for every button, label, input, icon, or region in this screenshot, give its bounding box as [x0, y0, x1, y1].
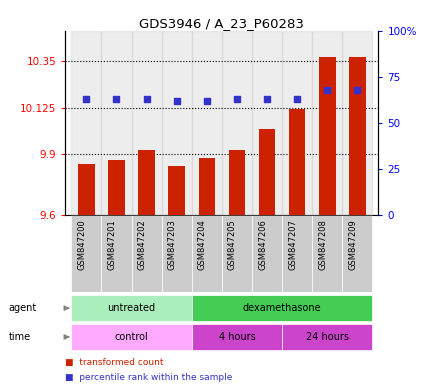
Text: GSM847207: GSM847207: [287, 219, 296, 270]
Text: untreated: untreated: [107, 303, 155, 313]
Bar: [191, 31, 221, 215]
Text: GSM847206: GSM847206: [257, 219, 266, 270]
Bar: [101, 215, 131, 292]
Point: [143, 96, 150, 102]
Bar: [342, 215, 372, 292]
Text: dexamethasone: dexamethasone: [242, 303, 321, 313]
Bar: [191, 324, 281, 350]
Bar: [281, 31, 312, 215]
Text: agent: agent: [9, 303, 37, 313]
Text: time: time: [9, 332, 31, 342]
Bar: [288, 109, 305, 215]
Bar: [281, 215, 312, 292]
Text: 24 hours: 24 hours: [305, 332, 348, 342]
Point: [113, 96, 120, 102]
Bar: [168, 166, 184, 215]
Bar: [228, 149, 245, 215]
Bar: [312, 215, 342, 292]
Point: [263, 96, 270, 102]
Point: [233, 96, 240, 102]
Bar: [71, 324, 191, 350]
Bar: [161, 215, 191, 292]
Title: GDS3946 / A_23_P60283: GDS3946 / A_23_P60283: [139, 17, 304, 30]
Bar: [161, 31, 191, 215]
Text: GSM847200: GSM847200: [77, 219, 86, 270]
Point: [293, 96, 300, 102]
Text: control: control: [115, 332, 148, 342]
Bar: [71, 215, 101, 292]
Text: GSM847203: GSM847203: [167, 219, 176, 270]
Point: [173, 98, 180, 104]
Text: GSM847205: GSM847205: [227, 219, 237, 270]
Bar: [258, 129, 275, 215]
Text: 4 hours: 4 hours: [218, 332, 255, 342]
Text: GSM847204: GSM847204: [197, 219, 206, 270]
Bar: [101, 31, 131, 215]
Point: [203, 98, 210, 104]
Bar: [191, 215, 221, 292]
Bar: [281, 324, 372, 350]
Bar: [251, 31, 281, 215]
Bar: [342, 31, 372, 215]
Text: GSM847202: GSM847202: [137, 219, 146, 270]
Text: GSM847201: GSM847201: [107, 219, 116, 270]
Bar: [131, 215, 161, 292]
Bar: [221, 215, 251, 292]
Bar: [251, 215, 281, 292]
Text: GSM847208: GSM847208: [318, 219, 326, 270]
Bar: [318, 57, 335, 215]
Point: [82, 96, 89, 102]
Bar: [221, 31, 251, 215]
Bar: [191, 295, 372, 321]
Point: [353, 87, 360, 93]
Bar: [108, 160, 125, 215]
Bar: [312, 31, 342, 215]
Bar: [138, 149, 155, 215]
Bar: [131, 31, 161, 215]
Bar: [71, 295, 191, 321]
Bar: [349, 57, 365, 215]
Bar: [198, 158, 214, 215]
Point: [323, 87, 330, 93]
Text: GSM847209: GSM847209: [348, 219, 357, 270]
Text: ■  percentile rank within the sample: ■ percentile rank within the sample: [65, 373, 232, 382]
Text: ■  transformed count: ■ transformed count: [65, 359, 163, 367]
Bar: [78, 164, 95, 215]
Bar: [71, 31, 101, 215]
